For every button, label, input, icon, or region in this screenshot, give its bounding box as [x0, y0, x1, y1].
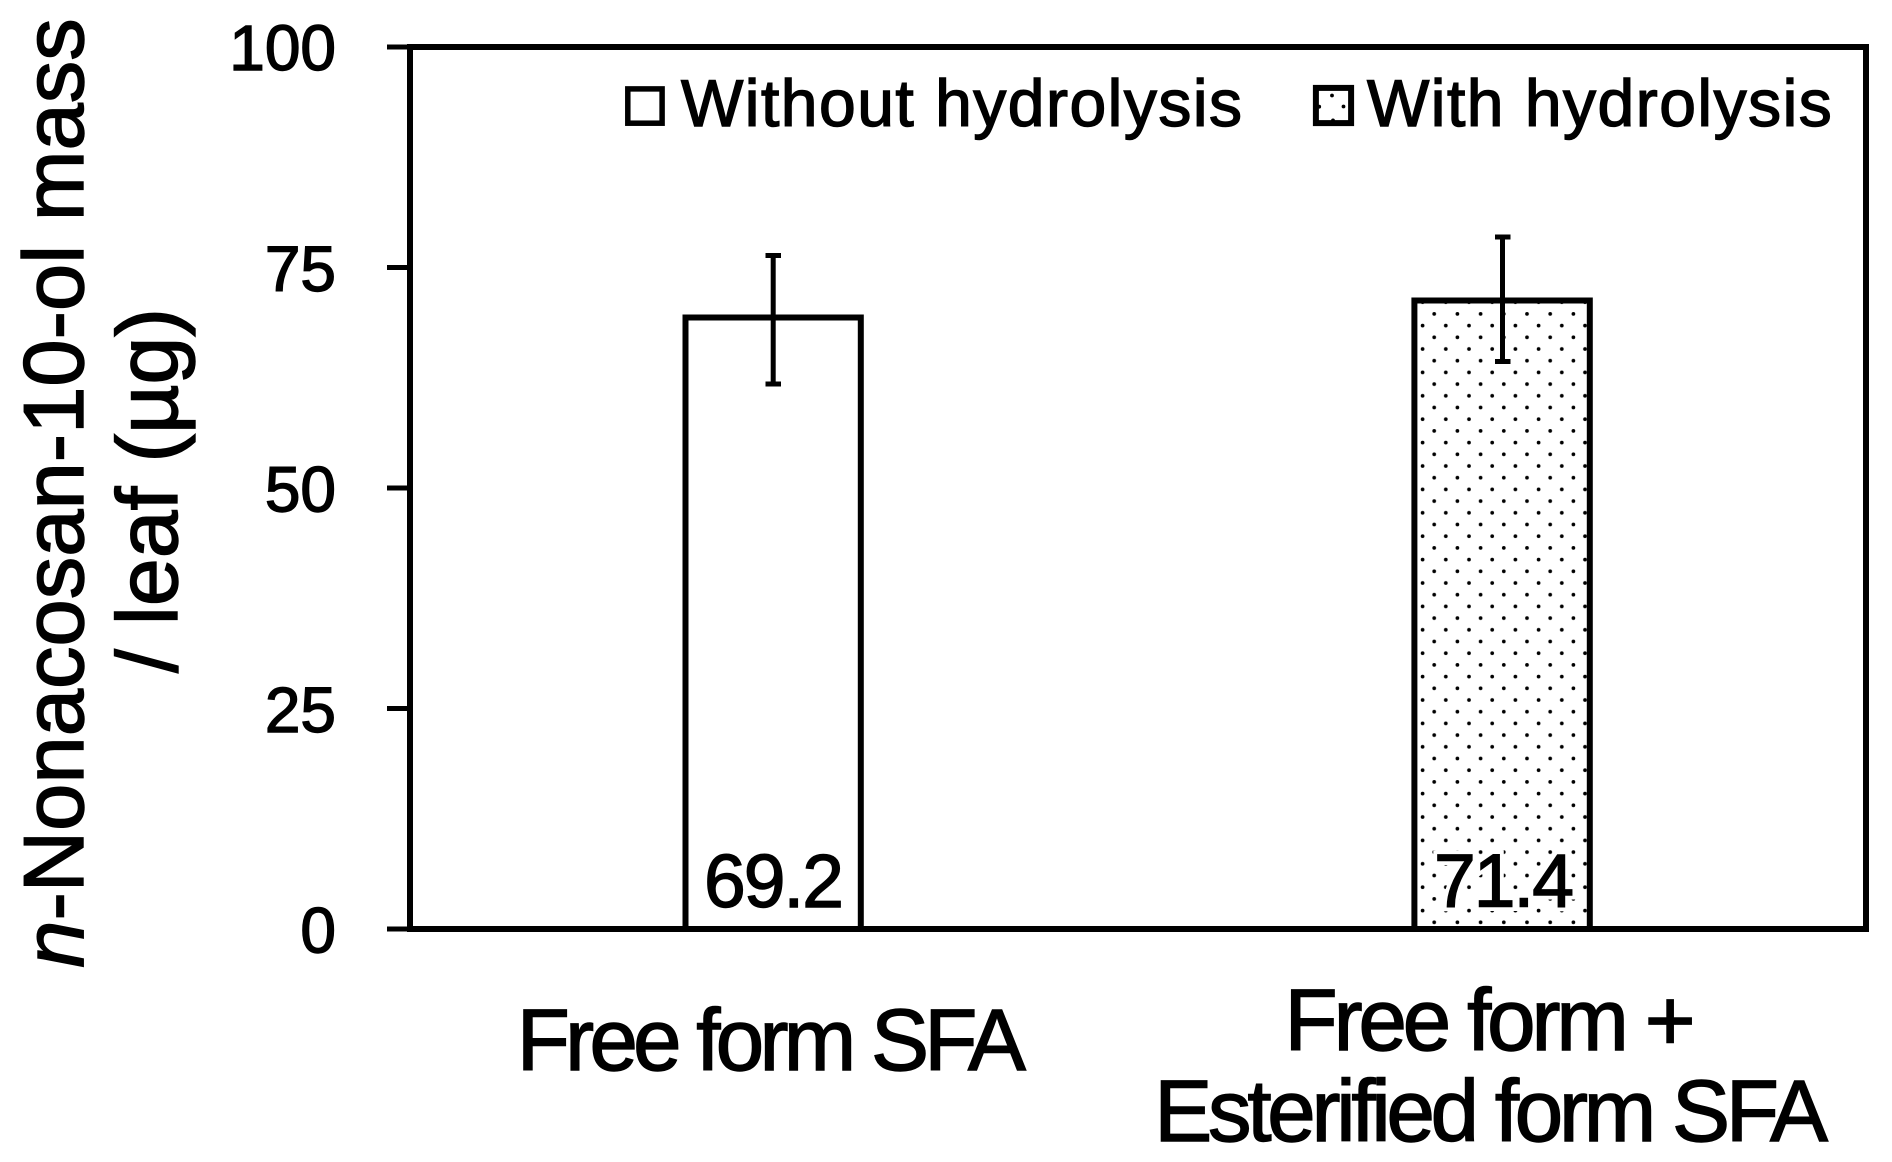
svg-text:Free form +: Free form +: [1285, 972, 1692, 1069]
svg-text:69.2: 69.2: [704, 839, 842, 923]
svg-text:71.4: 71.4: [1434, 839, 1572, 923]
svg-text:Without hydrolysis: Without hydrolysis: [681, 66, 1244, 140]
svg-text:0: 0: [300, 895, 336, 967]
svg-text:25: 25: [265, 674, 336, 746]
svg-text:/ leaf (µg): / leaf (µg): [100, 308, 196, 673]
svg-text:71.4: 71.4: [1434, 839, 1572, 923]
svg-text:50: 50: [265, 454, 336, 526]
svg-text:Esterified form SFA: Esterified form SFA: [1154, 1063, 1828, 1160]
svg-text:Free form SFA: Free form SFA: [517, 992, 1026, 1089]
svg-text:n-Nonacosan-10-ol mass: n-Nonacosan-10-ol mass: [7, 18, 102, 968]
svg-text:100: 100: [229, 12, 336, 84]
svg-text:75: 75: [265, 233, 336, 305]
svg-text:With hydrolysis: With hydrolysis: [1367, 66, 1833, 140]
svg-text:69.2: 69.2: [704, 839, 842, 923]
